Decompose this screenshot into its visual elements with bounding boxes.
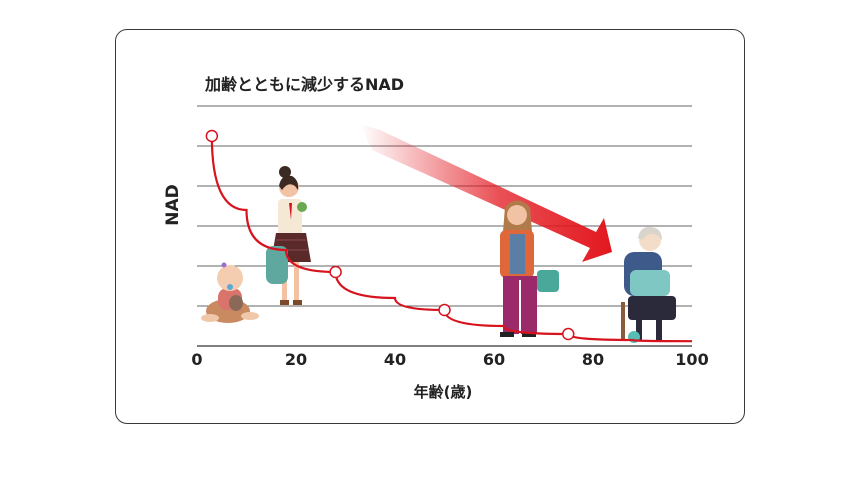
decline-arrow: [360, 124, 612, 262]
data-markers: [205, 129, 575, 341]
y-axis-label: NAD: [163, 184, 183, 226]
x-tick-label: 60: [483, 350, 505, 369]
x-tick-label: 80: [582, 350, 604, 369]
data-point: [205, 129, 219, 143]
x-tick-label: 20: [285, 350, 307, 369]
data-point: [562, 327, 575, 341]
x-axis-ticks: 0 20 40 60 80 100: [191, 350, 708, 369]
grandmother-illustration: [621, 226, 676, 343]
x-axis-label: 年齢(歳): [414, 383, 473, 401]
nad-curve: [210, 135, 693, 343]
x-tick-label: 40: [384, 350, 406, 369]
chart-title: 加齢とともに減少するNAD: [204, 75, 404, 94]
data-point: [438, 303, 451, 317]
data-point: [329, 265, 342, 279]
girl-illustration: [266, 166, 311, 305]
woman-illustration: [500, 200, 559, 337]
x-tick-label: 100: [675, 350, 708, 369]
baby-illustration: [201, 262, 259, 323]
x-tick-label: 0: [191, 350, 202, 369]
